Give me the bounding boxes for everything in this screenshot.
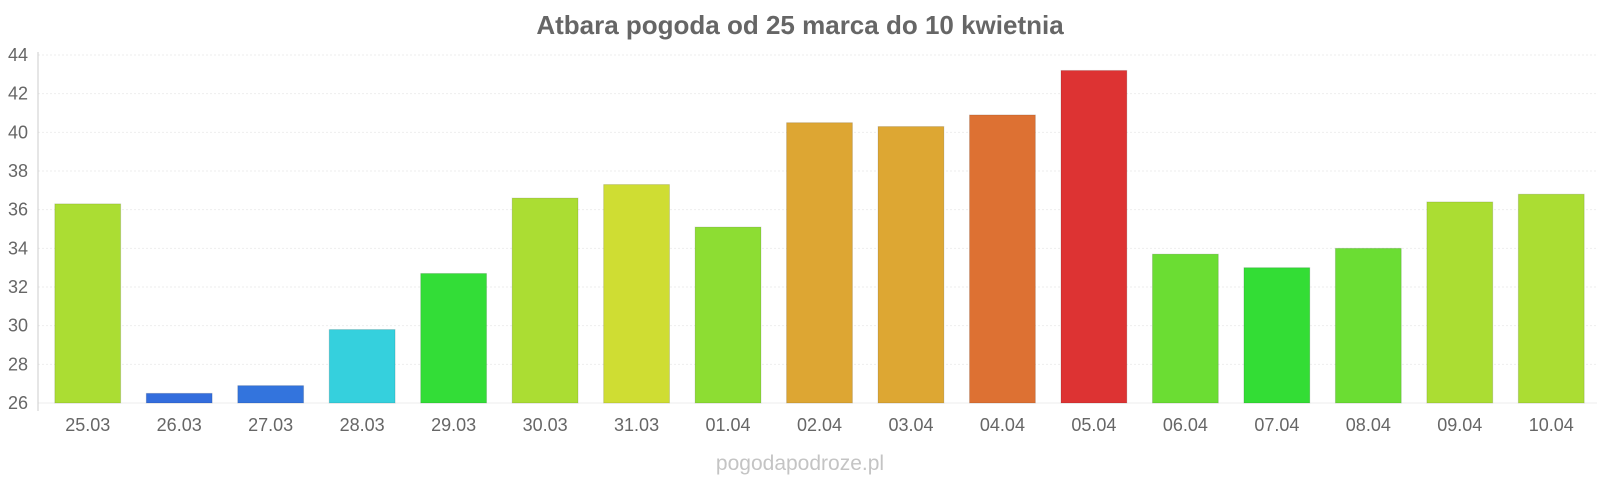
x-tick-label: 28.03 xyxy=(340,415,385,435)
bar-31.03 xyxy=(603,184,670,404)
bar-10.04 xyxy=(1517,193,1585,404)
y-tick-label: 32 xyxy=(8,277,28,297)
bar-08.04 xyxy=(1334,247,1402,404)
x-tick-label: 01.04 xyxy=(706,415,751,435)
bar-09.04 xyxy=(1426,201,1494,404)
y-tick-label: 36 xyxy=(8,200,28,220)
y-tick-label: 26 xyxy=(8,393,28,413)
x-tick-label: 09.04 xyxy=(1437,415,1482,435)
bar-28.03 xyxy=(328,329,396,404)
x-tick-label: 04.04 xyxy=(980,415,1025,435)
x-tick-label: 26.03 xyxy=(157,415,202,435)
x-tick-label: 05.04 xyxy=(1071,415,1116,435)
bar-26.03 xyxy=(145,392,213,404)
tick-labels: 26 28 30 32 34 36 38 40 42 44 25.03 26.03 27.03 28.03… xyxy=(8,45,1574,435)
bar-30.03 xyxy=(511,197,579,404)
x-tick-label: 08.04 xyxy=(1346,415,1391,435)
bar-04.04 xyxy=(969,114,1036,404)
y-tick-label: 30 xyxy=(8,316,28,336)
x-tick-label: 27.03 xyxy=(248,415,293,435)
bar-02.04 xyxy=(786,122,853,404)
y-tick-label: 38 xyxy=(8,161,28,181)
bars xyxy=(54,69,1585,404)
x-tick-label: 03.04 xyxy=(888,415,933,435)
x-tick-label: 29.03 xyxy=(431,415,476,435)
y-tick-label: 40 xyxy=(8,122,28,142)
bar-01.04 xyxy=(694,226,762,404)
x-tick-label: 02.04 xyxy=(797,415,842,435)
y-tick-label: 28 xyxy=(8,354,28,374)
watermark: pogodapodroze.pl xyxy=(715,452,885,475)
y-tick-label: 42 xyxy=(8,84,28,104)
chart-title: Atbara pogoda od 25 marca do 10 kwietnia xyxy=(536,10,1064,40)
y-tick-label: 34 xyxy=(8,238,28,258)
bar-29.03 xyxy=(420,272,488,404)
x-tick-label: 31.03 xyxy=(614,415,659,435)
bar-03.04 xyxy=(877,126,945,404)
x-tick-label: 10.04 xyxy=(1529,415,1574,435)
y-tick-label: 44 xyxy=(8,45,28,65)
bar-06.04 xyxy=(1151,253,1219,404)
x-tick-label: 07.04 xyxy=(1254,415,1299,435)
x-tick-label: 06.04 xyxy=(1163,415,1208,435)
bar-05.04 xyxy=(1060,69,1128,404)
bar-25.03 xyxy=(54,203,122,404)
bar-07.04 xyxy=(1243,267,1311,404)
bar-27.03 xyxy=(237,385,305,404)
x-tick-label: 30.03 xyxy=(523,415,568,435)
x-tick-label: 25.03 xyxy=(65,415,110,435)
